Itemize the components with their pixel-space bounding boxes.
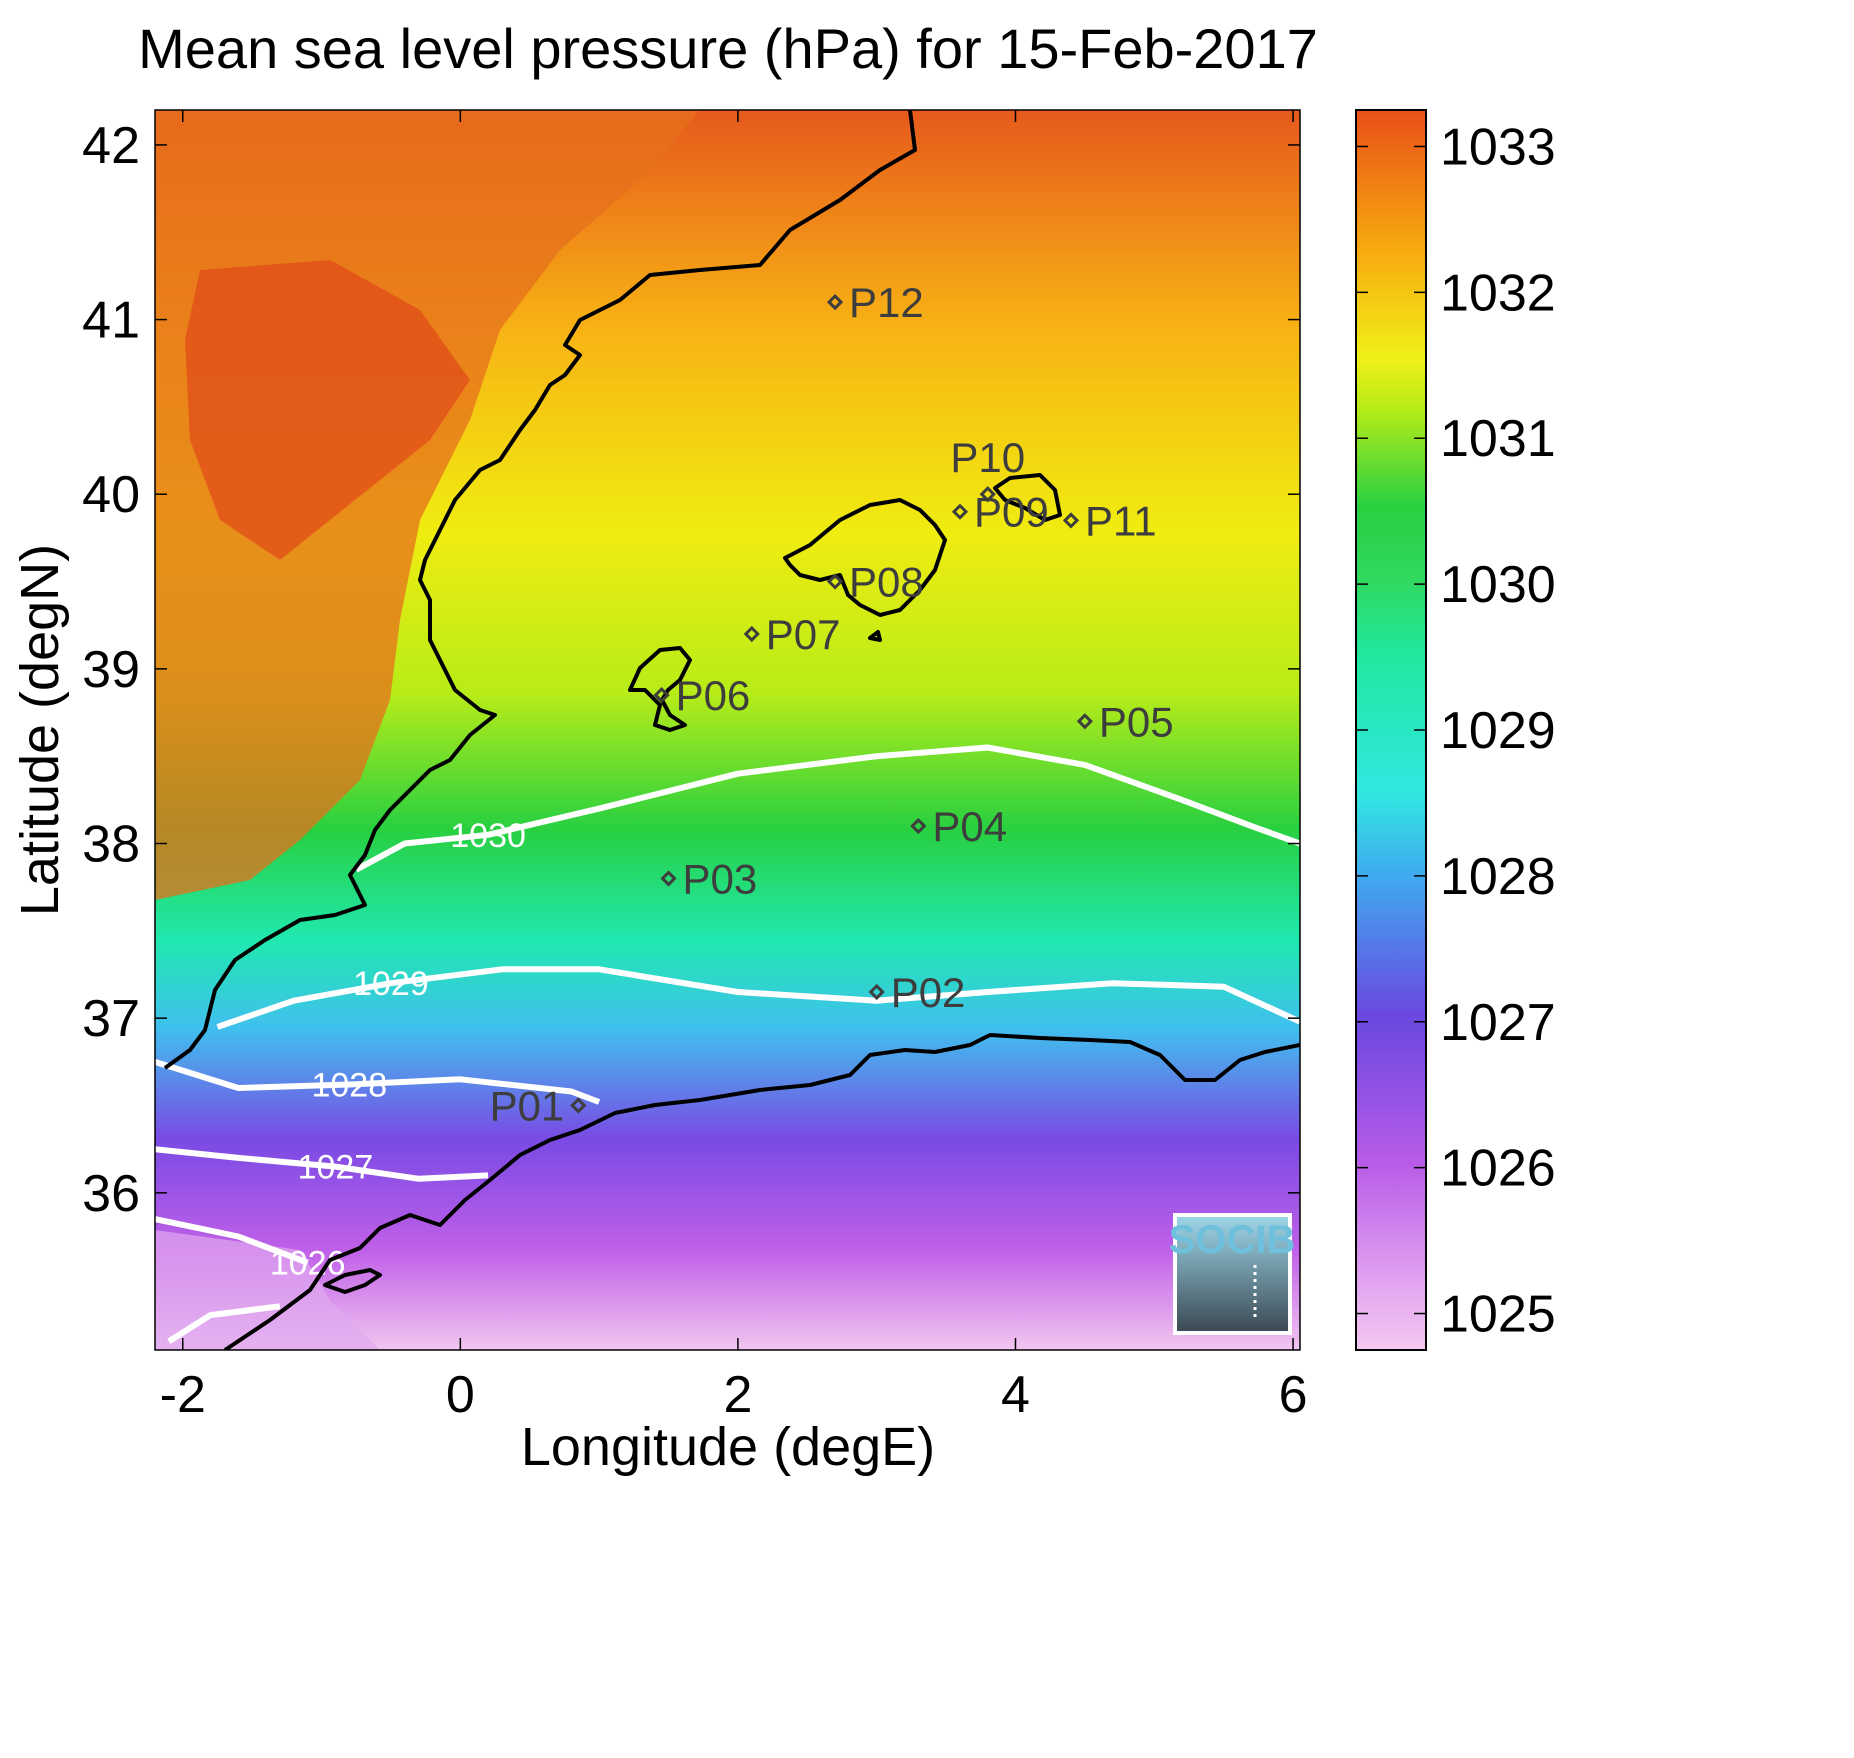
y-tick-label: 40	[82, 466, 140, 524]
station-marker	[979, 486, 996, 503]
colorbar: 1025 1026 1027 1028 1029 1030 1031 1032 1033	[1355, 109, 1556, 1351]
x-tick-label: 6	[1279, 1366, 1308, 1424]
y-tick-label: 38	[82, 816, 140, 874]
station-marker	[910, 817, 927, 835]
colorbar-tick-label: 1033	[1440, 118, 1556, 176]
station-label: P02	[891, 969, 966, 1016]
station-label: P06	[676, 672, 751, 719]
station-marker	[868, 983, 885, 1001]
socib-logo-text: SOCIB	[1169, 1218, 1296, 1262]
coastlines	[163, 110, 1300, 1350]
y-axis: 36 37 38 39 40 41 42	[82, 117, 1300, 1223]
x-tick-label: 2	[723, 1366, 752, 1424]
isobar-label: 1026	[270, 1245, 346, 1283]
x-axis: -2 0 2 4 6	[160, 110, 1308, 1424]
station-marker	[951, 503, 969, 520]
chart-title: Mean sea level pressure (hPa) for 15-Feb…	[138, 17, 1318, 80]
y-tick-label: 36	[82, 1165, 140, 1223]
colorbar-tick-label: 1028	[1440, 848, 1556, 906]
station-label: P05	[1099, 698, 1174, 745]
station-marker	[570, 1097, 587, 1114]
isobar-label: 1028	[311, 1067, 387, 1105]
isobar-1029	[216, 966, 1300, 1030]
station-label: P01	[490, 1082, 565, 1129]
colorbar-tick-label: 1032	[1440, 264, 1556, 322]
x-axis-label: Longitude (degE)	[521, 1417, 935, 1477]
colorbar-tick-label: 1026	[1440, 1140, 1556, 1198]
station-label: P03	[683, 855, 758, 902]
isobar-1026	[155, 1216, 309, 1266]
isobar-label: 1027	[298, 1149, 374, 1187]
station-label: P07	[766, 611, 841, 658]
cabrera-coastline	[868, 630, 882, 642]
x-tick-label: -2	[160, 1366, 206, 1424]
station-label: P04	[932, 803, 1007, 850]
y-tick-label: 37	[82, 990, 140, 1048]
colorbar-tick-label: 1025	[1440, 1286, 1556, 1344]
inland-peak-pressure-region	[185, 260, 470, 560]
colorbar-tick-label: 1030	[1440, 556, 1556, 614]
iberian-coastline	[163, 110, 917, 1070]
isobar-1027	[155, 1146, 489, 1182]
y-axis-label: Latitude (degN)	[10, 544, 70, 916]
station-label: P10	[950, 434, 1025, 481]
station-marker	[826, 293, 844, 311]
colorbar-tick-label: 1031	[1440, 410, 1556, 468]
station-marker	[1062, 512, 1080, 529]
isobar-label: 1030	[450, 817, 526, 855]
station-label: P12	[849, 279, 924, 326]
isobar-contours: 1030 1029 1028 1027 1026	[155, 744, 1300, 1344]
colorbar-tick-label: 1027	[1440, 994, 1556, 1052]
menorca-coastline	[993, 473, 1062, 522]
isobar-1030	[354, 744, 1300, 873]
isobar-label: 1029	[353, 965, 429, 1003]
north-african-coastline	[223, 1033, 1300, 1350]
alboran-island-coastline	[323, 1268, 382, 1294]
mallorca-coastline	[783, 498, 947, 617]
station-marker	[660, 870, 677, 887]
isobar-1025	[167, 1303, 281, 1344]
station-marker	[743, 625, 760, 643]
station-marker	[1076, 713, 1094, 730]
y-tick-label: 42	[82, 117, 140, 175]
plot-frame	[154, 109, 1301, 1351]
colorbar-tick-label: 1029	[1440, 702, 1556, 760]
station-label: P08	[849, 559, 924, 606]
southern-low-pressure-region	[155, 1230, 380, 1350]
station-label: P09	[974, 489, 1049, 536]
x-tick-label: 0	[446, 1366, 475, 1424]
x-tick-label: 4	[1001, 1366, 1030, 1424]
socib-logo: SOCIB	[1169, 1213, 1296, 1335]
station-label: P11	[1085, 497, 1157, 544]
y-tick-label: 41	[82, 292, 140, 350]
y-tick-label: 39	[82, 641, 140, 699]
isobar-1028	[155, 1058, 601, 1105]
colorbar-ticks: 1025 1026 1027 1028 1029 1030 1031 1032 1033	[1356, 118, 1556, 1344]
station-marker	[653, 686, 670, 704]
station-marker	[826, 573, 844, 590]
